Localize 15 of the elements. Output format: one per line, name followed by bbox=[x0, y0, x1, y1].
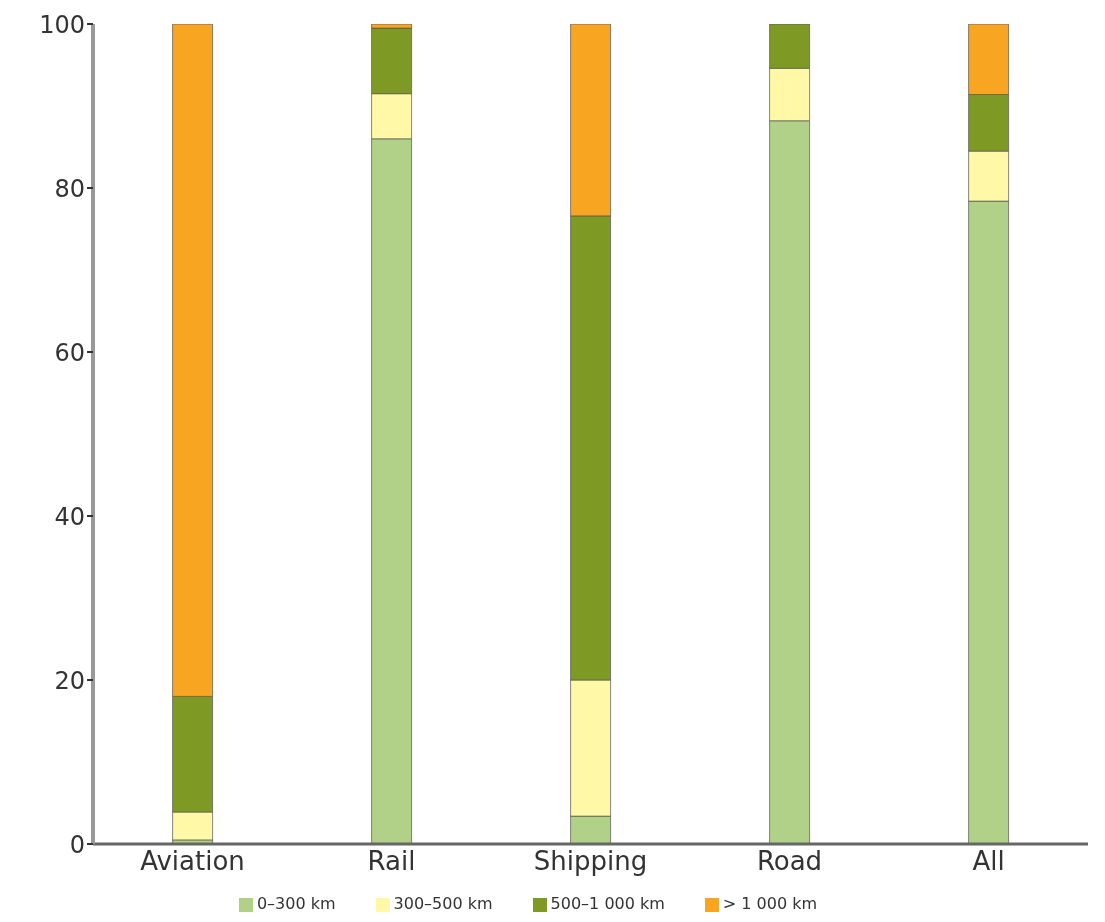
x-tick-label: All bbox=[972, 846, 1005, 877]
x-tick-label: Rail bbox=[367, 846, 416, 877]
x-tick-label: Road bbox=[756, 846, 823, 877]
x-tick-label: Shipping bbox=[533, 846, 648, 877]
y-tick-label: 80 bbox=[54, 174, 85, 203]
legend-label: 500–1 000 km bbox=[550, 894, 665, 913]
legend-label: > 1 000 km bbox=[722, 894, 818, 913]
y-tick-label: 40 bbox=[54, 502, 85, 531]
legend-label: 0–300 km bbox=[256, 894, 336, 913]
x-tick-label: Aviation bbox=[140, 846, 245, 877]
y-tick-label: 0 bbox=[69, 830, 85, 859]
y-tick-label: 20 bbox=[54, 666, 85, 695]
legend-label: 300–500 km bbox=[393, 894, 493, 913]
y-tick-label: 60 bbox=[54, 338, 85, 367]
y-tick-label: 100 bbox=[39, 10, 85, 39]
